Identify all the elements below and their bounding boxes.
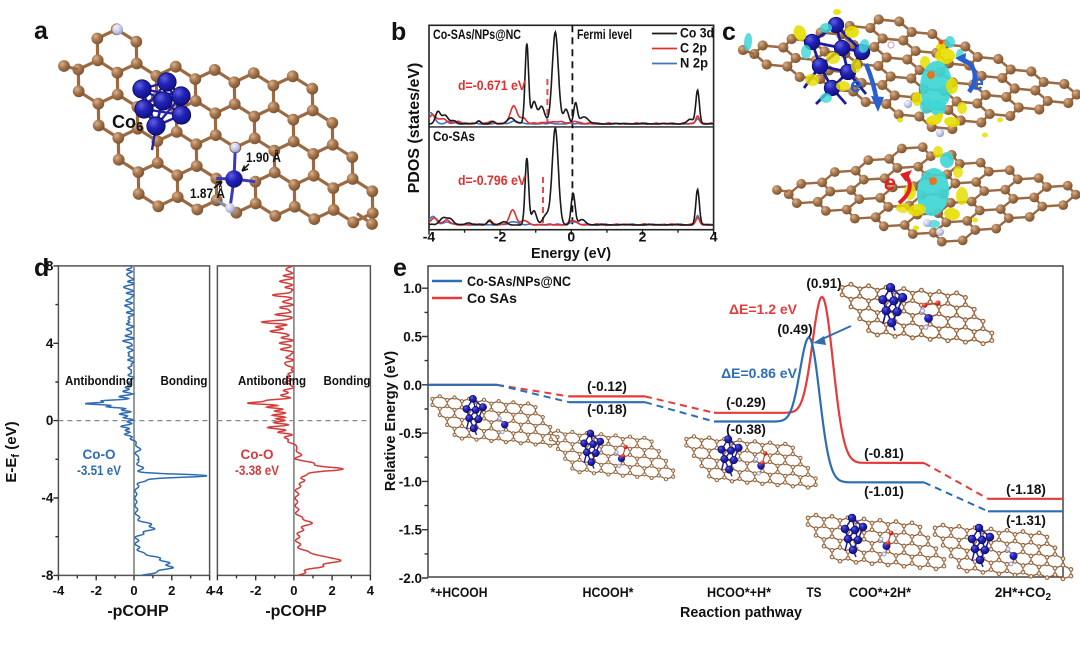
svg-text:e: e [972,72,984,95]
svg-text:(-0.81): (-0.81) [864,446,904,461]
svg-text:2: 2 [639,229,647,245]
svg-text:PDOS (states/eV): PDOS (states/eV) [406,63,423,194]
svg-text:1.87 Å: 1.87 Å [190,186,225,201]
svg-text:Antibonding: Antibonding [238,373,306,388]
svg-text:a: a [34,17,49,45]
svg-text:Co-O: Co-O [241,447,274,462]
svg-text:-3.38 eV: -3.38 eV [235,463,279,478]
svg-text:0.0: 0.0 [403,378,422,393]
svg-text:(-0.38): (-0.38) [726,422,766,437]
svg-text:ΔE=0.86 eV: ΔE=0.86 eV [721,365,798,381]
svg-text:2H*+CO2: 2H*+CO2 [995,585,1052,603]
svg-text:E-Ef (eV): E-Ef (eV) [3,421,22,482]
svg-text:4: 4 [710,229,718,245]
svg-text:e: e [850,74,862,97]
svg-text:Co-SAs: Co-SAs [433,129,475,144]
svg-text:2: 2 [328,583,335,598]
svg-text:HCOOH*: HCOOH* [583,585,635,600]
svg-text:4: 4 [46,336,54,351]
svg-text:2: 2 [168,583,175,598]
svg-text:4: 4 [367,583,375,598]
svg-text:-pCOHP: -pCOHP [107,603,169,620]
svg-text:(-1.01): (-1.01) [864,484,904,499]
svg-text:Relative Energy (eV): Relative Energy (eV) [383,351,399,491]
svg-text:-1.0: -1.0 [399,474,422,489]
svg-text:0: 0 [46,413,54,428]
svg-text:Antibonding: Antibonding [65,373,133,388]
svg-text:(-0.18): (-0.18) [587,402,627,417]
svg-text:e: e [884,172,896,195]
svg-text:(0.91): (0.91) [806,276,841,291]
svg-text:(-1.31): (-1.31) [1006,513,1046,528]
svg-text:b: b [391,18,406,46]
svg-text:Co6: Co6 [112,112,143,134]
svg-text:(-0.12): (-0.12) [587,379,627,394]
svg-text:Reaction pathway: Reaction pathway [680,604,803,621]
svg-text:8: 8 [46,258,54,273]
svg-text:Energy (eV): Energy (eV) [531,245,611,262]
svg-text:0: 0 [130,583,137,598]
svg-text:d=-0.671 eV: d=-0.671 eV [458,78,526,93]
svg-text:-2.0: -2.0 [399,571,422,586]
svg-text:Bonding: Bonding [161,373,208,388]
svg-text:*+HCOOH: *+HCOOH [431,585,488,600]
svg-text:4: 4 [206,583,214,598]
svg-text:Co-SAs/NPs@NC: Co-SAs/NPs@NC [467,274,571,289]
svg-text:-4: -4 [41,491,53,506]
svg-text:0: 0 [567,229,575,245]
svg-text:Fermi level: Fermi level [577,27,632,42]
svg-text:c: c [722,18,736,46]
svg-text:-pCOHP: -pCOHP [265,603,327,620]
svg-text:-4: -4 [423,229,436,245]
svg-text:-4: -4 [53,583,65,598]
svg-text:C 2p: C 2p [680,41,707,56]
svg-text:(0.49): (0.49) [777,322,812,337]
svg-text:0: 0 [290,583,297,598]
svg-text:-1.5: -1.5 [399,523,423,538]
svg-text:-0.5: -0.5 [399,426,423,441]
svg-text:-8: -8 [41,568,53,583]
svg-text:-2: -2 [494,229,507,245]
svg-text:0.5: 0.5 [403,330,422,345]
svg-text:HCOO*+H*: HCOO*+H* [707,585,772,600]
svg-text:d: d [34,254,49,282]
svg-text:Co 3d: Co 3d [680,26,714,41]
svg-text:(-1.18): (-1.18) [1006,482,1046,497]
svg-text:Co SAs: Co SAs [467,291,517,306]
svg-text:1.0: 1.0 [403,281,422,296]
svg-text:(-0.29): (-0.29) [726,395,766,410]
svg-text:d=-0.796 eV: d=-0.796 eV [458,173,526,188]
svg-text:e: e [393,254,407,282]
svg-text:-4: -4 [212,583,224,598]
svg-text:Bonding: Bonding [324,373,371,388]
svg-text:Co-SAs/NPs@NC: Co-SAs/NPs@NC [433,27,521,42]
svg-text:N 2p: N 2p [680,56,708,71]
svg-text:-2: -2 [250,583,262,598]
svg-text:TS: TS [807,585,822,600]
svg-text:Co-O: Co-O [83,447,116,462]
svg-text:COO*+2H*: COO*+2H* [849,585,912,600]
svg-text:1.90 Å: 1.90 Å [246,150,281,165]
svg-text:ΔE=1.2 eV: ΔE=1.2 eV [729,301,798,317]
svg-text:-2: -2 [90,583,102,598]
svg-text:-3.51 eV: -3.51 eV [77,463,121,478]
